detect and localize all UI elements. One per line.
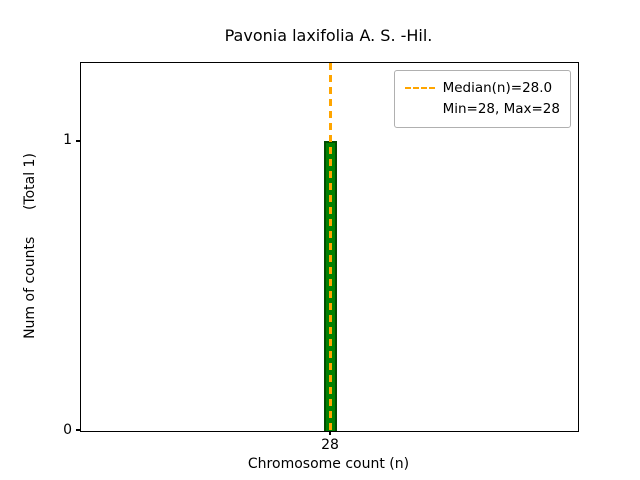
x-tick-label-28: 28 xyxy=(321,437,339,453)
legend-entry-median: Median(n)=28.0 xyxy=(404,78,560,99)
plot-area: Median(n)=28.0 Min=28, Max=28 xyxy=(80,62,579,432)
chart-title: Pavonia laxifolia A. S. -Hil. xyxy=(224,26,433,45)
y-tick-label-0: 0 xyxy=(63,422,72,438)
median-line xyxy=(329,63,332,431)
legend-minmax-label: Min=28, Max=28 xyxy=(442,100,560,117)
legend-entry-minmax: Min=28, Max=28 xyxy=(405,99,560,120)
median-dashed-line-icon xyxy=(404,87,435,90)
y-tick-mark-0 xyxy=(76,429,80,431)
x-tick-mark-28 xyxy=(329,431,331,435)
x-axis-label: Chromosome count (n) xyxy=(247,456,410,472)
y-tick-label-1: 1 xyxy=(63,132,72,148)
legend: Median(n)=28.0 Min=28, Max=28 xyxy=(393,70,571,128)
y-tick-mark-1 xyxy=(76,140,80,142)
legend-median-label: Median(n)=28.0 xyxy=(442,80,553,96)
y-axis-label: Num of counts (Total 1) xyxy=(22,153,38,339)
